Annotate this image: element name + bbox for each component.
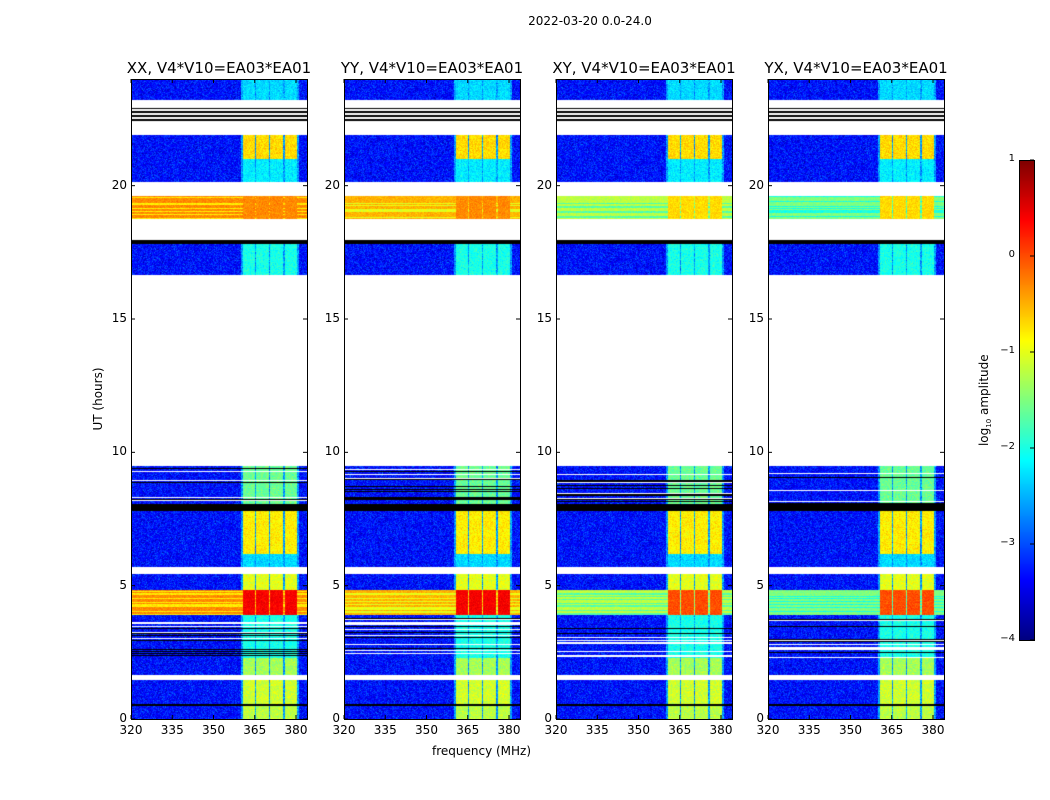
- y-tick-label: 15: [324, 311, 340, 325]
- x-tick-label: 320: [119, 723, 143, 737]
- y-tick-label: 0: [756, 711, 764, 725]
- panel-title: YX, V4*V10=EA03*EA01: [764, 59, 948, 77]
- colorbar-tick-label: −4: [1000, 633, 1015, 644]
- x-tick-label: 335: [585, 723, 609, 737]
- colorbar: [1019, 160, 1034, 640]
- x-tick-label: 335: [160, 723, 184, 737]
- panel-frame: [344, 79, 521, 720]
- x-tick-label: 320: [756, 723, 780, 737]
- x-tick-label: 365: [668, 723, 692, 737]
- y-tick-label: 5: [544, 577, 552, 592]
- y-tick-label: 10: [324, 444, 340, 459]
- colorbar-label-sub: 10: [985, 418, 994, 428]
- x-tick-label: 380: [709, 723, 733, 737]
- x-tick-label: 335: [797, 723, 821, 737]
- y-tick-label: 5: [756, 577, 764, 592]
- x-tick-label: 380: [921, 723, 945, 737]
- colorbar-label-rest: amplitude: [976, 354, 991, 419]
- colorbar-frame: [1019, 160, 1035, 641]
- colorbar-tick-label: 1: [1008, 153, 1015, 164]
- y-tick-label: 10: [748, 444, 764, 459]
- colorbar-tick-label: 0: [1008, 249, 1015, 260]
- colorbar-tick-label: −1: [1000, 345, 1015, 356]
- colorbar-label: log10 amplitude: [977, 350, 993, 450]
- spectrogram-heatmap: [344, 79, 520, 719]
- x-tick-label: 320: [332, 723, 356, 737]
- panel-frame: [768, 79, 945, 720]
- x-tick-label: 350: [202, 723, 225, 737]
- x-axis-label: frequency (MHz): [432, 744, 532, 758]
- y-tick-label: 10: [111, 444, 127, 459]
- y-tick-label: 15: [748, 311, 764, 325]
- spectrogram-heatmap: [556, 79, 732, 719]
- y-tick-label: 0: [332, 711, 340, 725]
- y-tick-label: 20: [536, 177, 552, 192]
- x-tick-label: 320: [544, 723, 568, 737]
- y-tick-label: 0: [119, 711, 127, 725]
- x-tick-label: 365: [456, 723, 480, 737]
- y-tick-label: 5: [119, 577, 127, 592]
- y-tick-label: 20: [748, 177, 764, 192]
- x-tick-label: 350: [415, 723, 438, 737]
- x-tick-label: 380: [497, 723, 521, 737]
- x-tick-label: 365: [243, 723, 267, 737]
- spectrogram-heatmap: [768, 79, 944, 719]
- y-tick-label: 0: [544, 711, 552, 725]
- x-tick-label: 350: [839, 723, 862, 737]
- y-tick-label: 5: [332, 577, 340, 592]
- panel-title: XY, V4*V10=EA03*EA01: [552, 59, 736, 77]
- colorbar-tick-label: −3: [1000, 537, 1015, 548]
- x-tick-label: 350: [627, 723, 650, 737]
- spectrogram-heatmap: [131, 79, 307, 719]
- panel-frame: [556, 79, 733, 720]
- panel-title: YY, V4*V10=EA03*EA01: [340, 59, 524, 77]
- y-tick-label: 15: [111, 311, 127, 325]
- y-tick-label: 15: [536, 311, 552, 325]
- x-tick-label: 380: [284, 723, 308, 737]
- panel-title: XX, V4*V10=EA03*EA01: [126, 59, 312, 77]
- figure-title: 2022-03-20 0.0-24.0: [528, 14, 652, 28]
- colorbar-tick-label: −2: [1000, 441, 1015, 452]
- y-tick-label: 20: [324, 177, 340, 192]
- x-tick-label: 365: [880, 723, 904, 737]
- panel-frame: [131, 79, 308, 720]
- y-tick-label: 20: [111, 177, 127, 192]
- colorbar-label-main: log: [976, 427, 991, 447]
- y-axis-label: UT (hours): [91, 367, 105, 431]
- y-tick-label: 10: [536, 444, 552, 459]
- x-tick-label: 335: [373, 723, 397, 737]
